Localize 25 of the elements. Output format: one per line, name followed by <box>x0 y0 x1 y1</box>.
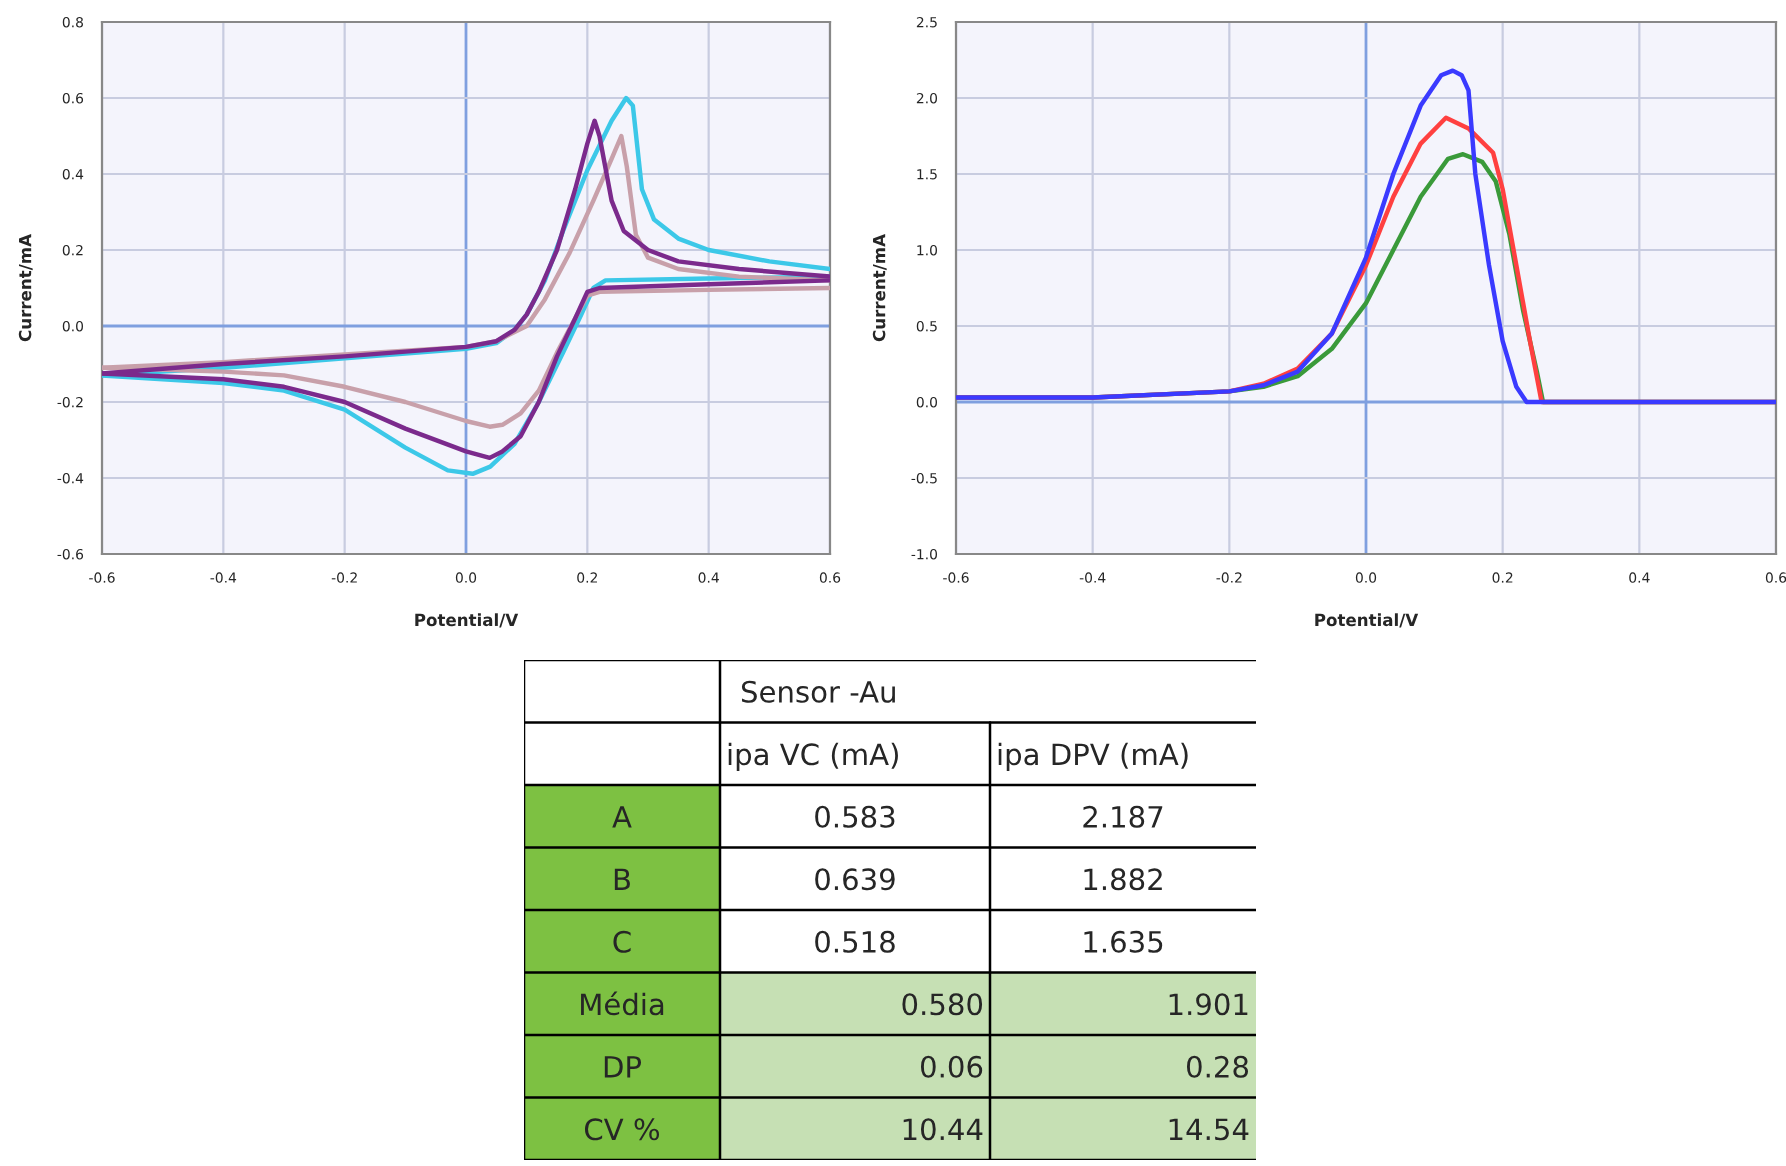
category-label: C <box>613 930 631 953</box>
y-axis-title: Current/mA <box>872 234 887 342</box>
text: 14.54 <box>1169 1118 1249 1141</box>
x-axis-title: Potential/V <box>1315 613 1419 628</box>
text: 2.187 <box>1083 805 1163 828</box>
category-label: DP <box>604 1056 642 1078</box>
text: 1.882 <box>1084 868 1162 891</box>
text: 1.901 <box>1169 993 1248 1016</box>
text: 10.44 <box>903 1118 983 1141</box>
category-label: ipa VC (mA) <box>728 742 898 771</box>
category-label: A <box>612 806 632 828</box>
text: 0.06 <box>920 1055 983 1078</box>
text: 0.583 <box>815 805 895 828</box>
x-axis-title: Potential/V <box>415 613 519 628</box>
category-label: B <box>614 868 630 890</box>
y-axis-title: Current/mA <box>18 234 33 342</box>
category-label: Média <box>581 991 664 1016</box>
text: 0.28 <box>1186 1055 1248 1078</box>
text: 0.639 <box>815 868 895 891</box>
text: 0.580 <box>902 993 983 1016</box>
text: 0.518 <box>815 930 895 953</box>
category-label: ipa DPV (mA) <box>998 742 1188 771</box>
text: 1.635 <box>1084 930 1163 953</box>
category-label: CV % <box>584 1118 660 1141</box>
text: Sensor -Au <box>741 680 895 703</box>
